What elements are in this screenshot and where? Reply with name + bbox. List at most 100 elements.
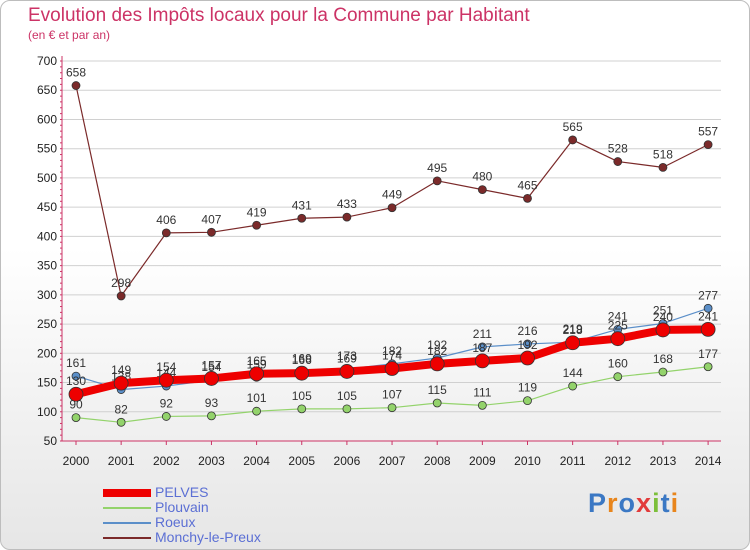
data-label-plouvain: 115 xyxy=(428,383,447,397)
data-point-plouvain xyxy=(477,400,487,410)
y-tick-label: 350 xyxy=(37,259,57,273)
data-point-plouvain xyxy=(252,406,262,416)
data-label-monchy-le-preux: 495 xyxy=(427,161,447,175)
y-tick-label: 300 xyxy=(37,288,57,302)
data-label-roeux: 251 xyxy=(653,303,673,317)
data-point-plouvain xyxy=(703,362,713,372)
data-point-pelves xyxy=(158,372,174,388)
data-label-roeux: 169 xyxy=(292,351,312,365)
data-point-pelves xyxy=(113,375,129,391)
logo-letter: i xyxy=(652,488,661,518)
data-label-monchy-le-preux: 557 xyxy=(698,125,718,139)
data-point-monchy-le-preux xyxy=(432,176,442,186)
data-label-monchy-le-preux: 406 xyxy=(156,213,176,227)
data-label-pelves: 165 xyxy=(247,354,267,368)
data-point-monchy-le-preux xyxy=(297,213,307,223)
data-point-monchy-le-preux xyxy=(523,193,532,203)
data-label-monchy-le-preux: 565 xyxy=(563,120,583,134)
data-label-pelves: 241 xyxy=(698,309,718,323)
data-point-monchy-le-preux xyxy=(116,291,126,301)
x-tick-label: 2014 xyxy=(695,454,722,468)
chart-subtitle: (en € et par an) xyxy=(28,28,111,42)
data-label-plouvain: 144 xyxy=(563,366,583,380)
legend-swatch-monchy-le-preux xyxy=(103,537,151,539)
y-tick-label: 100 xyxy=(37,405,57,419)
data-point-pelves xyxy=(294,365,310,381)
y-tick-label: 550 xyxy=(37,142,57,156)
data-point-plouvain xyxy=(71,413,81,423)
legend-swatch-pelves xyxy=(103,489,151,497)
data-label-monchy-le-preux: 528 xyxy=(608,142,628,156)
x-tick-label: 2009 xyxy=(469,454,496,468)
data-label-pelves: 149 xyxy=(111,363,131,377)
data-point-plouvain xyxy=(613,372,623,382)
data-point-pelves xyxy=(655,322,671,338)
data-point-plouvain xyxy=(432,398,442,408)
data-label-plouvain: 107 xyxy=(382,388,402,402)
data-point-monchy-le-preux xyxy=(703,140,713,150)
y-tick-label: 150 xyxy=(37,376,57,390)
data-point-monchy-le-preux xyxy=(252,220,262,230)
data-point-pelves xyxy=(249,366,265,382)
data-label-pelves: 130 xyxy=(66,374,86,388)
data-label-pelves: 218 xyxy=(563,323,583,337)
proxiti-logo: Proxiti xyxy=(588,488,679,519)
data-point-plouvain xyxy=(116,417,126,427)
data-label-plouvain: 168 xyxy=(653,352,673,366)
legend-swatch-plouvain xyxy=(103,507,151,509)
x-tick-label: 2012 xyxy=(604,454,631,468)
data-label-monchy-le-preux: 433 xyxy=(337,197,357,211)
logo-letter: o xyxy=(618,488,637,518)
data-label-monchy-le-preux: 465 xyxy=(517,178,537,192)
data-point-pelves xyxy=(474,353,490,369)
data-point-monchy-le-preux xyxy=(387,203,397,213)
y-tick-label: 250 xyxy=(37,317,57,331)
x-tick-label: 2005 xyxy=(288,454,315,468)
data-point-monchy-le-preux xyxy=(342,212,352,222)
data-label-pelves: 225 xyxy=(608,319,628,333)
x-tick-label: 2011 xyxy=(560,454,586,468)
data-label-plouvain: 160 xyxy=(608,357,628,371)
data-label-monchy-le-preux: 658 xyxy=(66,66,86,80)
data-point-plouvain xyxy=(297,404,307,414)
data-point-monchy-le-preux xyxy=(658,162,668,172)
data-label-roeux: 211 xyxy=(473,327,492,341)
data-point-roeux xyxy=(703,303,713,313)
data-label-roeux: 154 xyxy=(201,360,221,374)
logo-letter: i xyxy=(670,488,680,518)
y-tick-label: 50 xyxy=(44,434,58,448)
data-point-pelves xyxy=(520,350,535,366)
data-point-plouvain xyxy=(523,396,532,406)
logo-letter: t xyxy=(660,488,671,518)
data-label-pelves: 192 xyxy=(517,338,537,352)
data-point-pelves xyxy=(68,386,84,402)
data-label-plouvain: 119 xyxy=(518,381,537,395)
data-label-plouvain: 82 xyxy=(114,402,128,416)
data-point-plouvain xyxy=(207,411,216,421)
data-label-pelves: 182 xyxy=(427,344,447,358)
data-label-plouvain: 177 xyxy=(698,347,718,361)
x-tick-label: 2001 xyxy=(108,454,135,468)
data-point-monchy-le-preux xyxy=(477,185,487,195)
y-tick-label: 200 xyxy=(37,346,57,360)
data-label-roeux: 277 xyxy=(698,288,718,302)
data-label-plouvain: 90 xyxy=(69,398,83,412)
data-label-pelves: 157 xyxy=(201,358,221,372)
data-label-pelves: 154 xyxy=(156,360,176,374)
data-point-plouvain xyxy=(568,381,578,391)
data-label-pelves: 187 xyxy=(472,341,492,355)
data-label-monchy-le-preux: 518 xyxy=(653,147,673,161)
data-label-roeux: 159 xyxy=(247,357,267,371)
data-point-pelves xyxy=(204,371,219,386)
data-label-plouvain: 92 xyxy=(160,396,174,410)
data-label-plouvain: 105 xyxy=(337,389,357,403)
x-tick-label: 2008 xyxy=(424,454,451,468)
chart-title: Evolution des Impôts locaux pour la Comm… xyxy=(28,5,530,26)
data-label-roeux: 241 xyxy=(608,309,628,323)
data-point-pelves xyxy=(429,356,445,372)
x-tick-label: 2007 xyxy=(379,454,406,468)
data-label-roeux: 182 xyxy=(382,344,402,358)
data-label-monchy-le-preux: 431 xyxy=(292,198,312,212)
data-point-monchy-le-preux xyxy=(613,157,623,166)
